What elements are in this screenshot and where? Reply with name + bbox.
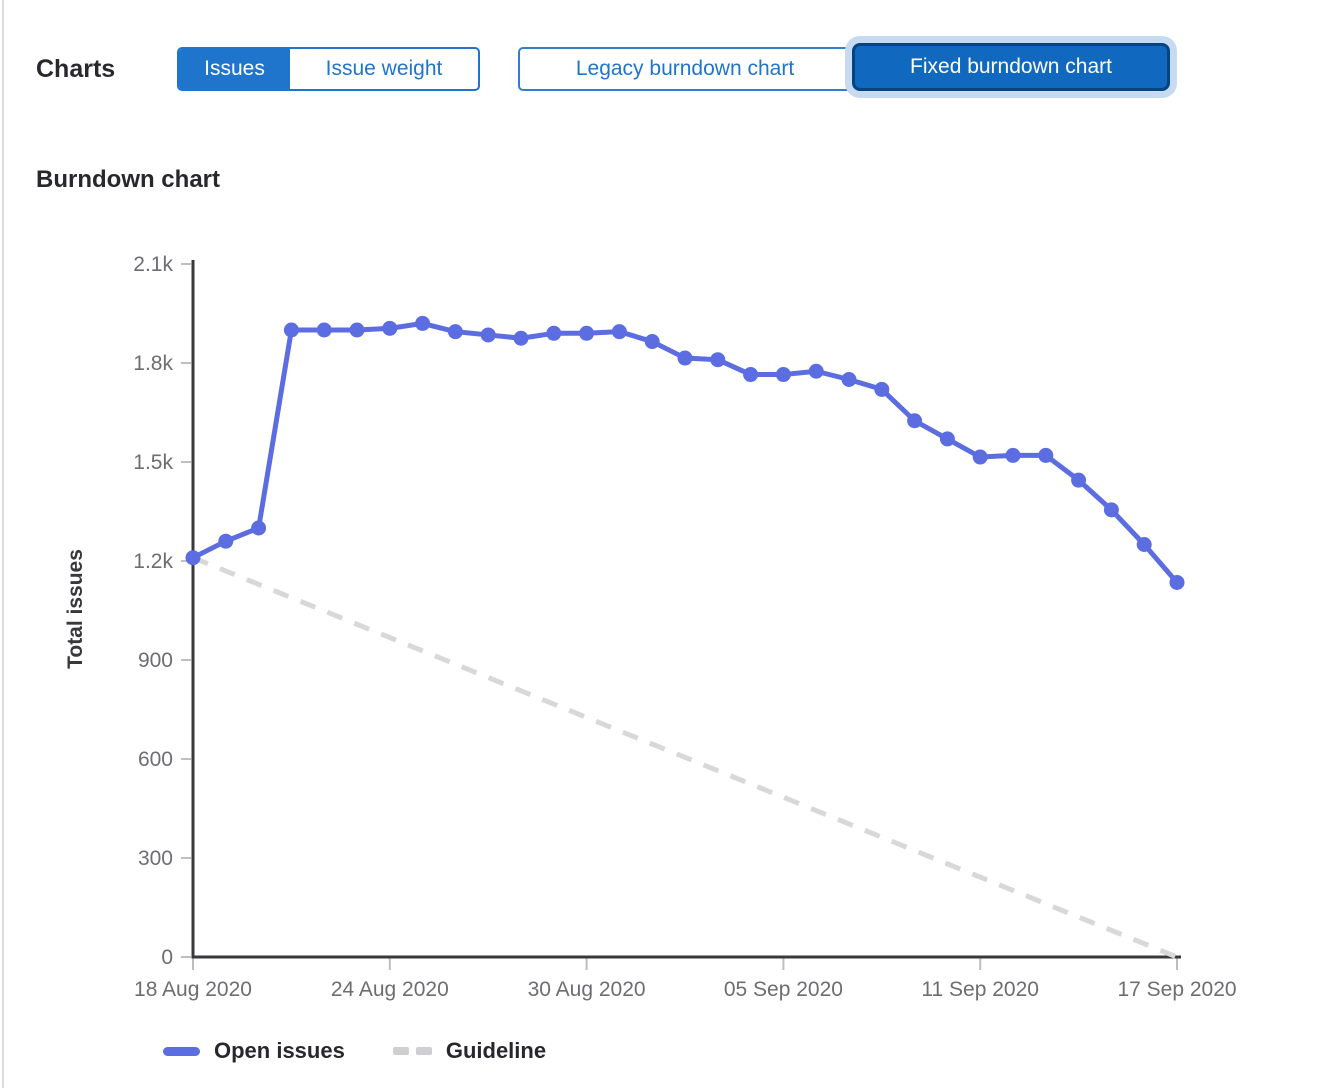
y-axis-tick-label: 2.1k [133, 253, 173, 276]
issues-toggle-button[interactable]: Issues [179, 49, 290, 89]
fixed-burndown-chart-button[interactable]: Fixed burndown chart [852, 43, 1170, 91]
burndown-chart-title: Burndown chart [36, 166, 220, 193]
open-issues-data-point[interactable] [382, 320, 398, 336]
open-issues-data-point[interactable] [644, 334, 660, 350]
y-axis-tick-label: 600 [138, 748, 173, 771]
charts-label: Charts [36, 55, 116, 83]
open-issues-data-point[interactable] [611, 324, 627, 340]
legacy-burndown-chart-button[interactable]: Legacy burndown chart [518, 47, 852, 91]
y-axis-tick-label: 300 [138, 847, 173, 870]
open-issues-data-point[interactable] [677, 350, 693, 366]
y-axis-tick-label: 1.8k [133, 352, 173, 375]
open-issues-data-point[interactable] [251, 520, 267, 536]
open-issues-data-point[interactable] [447, 324, 463, 340]
open-issues-data-point[interactable] [316, 322, 332, 338]
x-axis-tick-label: 30 Aug 2020 [528, 978, 646, 1001]
open-issues-data-point[interactable] [1136, 537, 1152, 552]
open-issues-data-point[interactable] [1071, 472, 1087, 488]
open-issues-data-point[interactable] [1005, 447, 1021, 463]
open-issues-data-point[interactable] [513, 330, 529, 346]
open-issues-data-point[interactable] [972, 449, 988, 465]
open-issues-data-point[interactable] [775, 367, 791, 383]
open-issues-data-point[interactable] [283, 322, 299, 338]
open-issues-data-point[interactable] [480, 327, 496, 343]
guideline-dashed-swatch-icon [392, 1047, 432, 1055]
open-issues-data-point[interactable] [743, 367, 759, 383]
legend-item-guideline[interactable]: Guideline [392, 1038, 547, 1064]
open-issues-data-point[interactable] [415, 315, 431, 331]
open-issues-data-point[interactable] [218, 533, 234, 549]
open-issues-data-point[interactable] [546, 325, 562, 341]
open-issues-data-point[interactable] [579, 325, 595, 341]
open-issues-data-point[interactable] [1169, 574, 1185, 590]
open-issues-data-point[interactable] [808, 363, 824, 379]
legend-item-open-issues[interactable]: Open issues [163, 1038, 345, 1064]
x-axis-tick-label: 24 Aug 2020 [331, 978, 449, 1001]
y-axis-tick-label: 1.5k [133, 451, 173, 474]
legend-open-issues-label: Open issues [214, 1038, 345, 1063]
open-issues-data-point[interactable] [1103, 502, 1119, 518]
open-issues-line-swatch-icon [163, 1046, 200, 1056]
legend-guideline-label: Guideline [445, 1038, 547, 1063]
issue-weight-toggle-button[interactable]: Issue weight [290, 49, 478, 89]
metric-toggle-group: Issues Issue weight [177, 47, 480, 91]
guideline-line [192, 555, 1178, 960]
x-axis-tick-label: 18 Aug 2020 [134, 978, 252, 1001]
x-axis-tick-label: 11 Sep 2020 [921, 978, 1039, 1001]
y-axis-title: Total issues [64, 549, 87, 669]
open-issues-data-point[interactable] [907, 413, 923, 429]
open-issues-data-point[interactable] [841, 372, 857, 387]
open-issues-data-point[interactable] [710, 352, 726, 368]
open-issues-data-point[interactable] [349, 322, 365, 338]
open-issues-data-point[interactable] [185, 550, 201, 566]
y-axis-tick-label: 900 [138, 649, 173, 672]
y-axis-tick-label: 0 [161, 946, 173, 969]
y-axis-tick-label: 1.2k [133, 550, 173, 573]
chart-legend: Open issues Guideline [163, 1031, 546, 1071]
open-issues-data-point[interactable] [874, 381, 890, 397]
page-left-border [2, 0, 4, 1088]
open-issues-data-point[interactable] [1038, 447, 1054, 463]
x-axis-tick-label: 05 Sep 2020 [724, 978, 843, 1001]
open-issues-data-point[interactable] [939, 431, 955, 447]
x-axis-tick-label: 17 Sep 2020 [1117, 978, 1236, 1001]
burndown-chart-canvas[interactable]: 0 300 600 900 1.2k 1.5k 1.8k 2.1k 18 Aug 2020 24 … [0, 230, 1328, 1030]
